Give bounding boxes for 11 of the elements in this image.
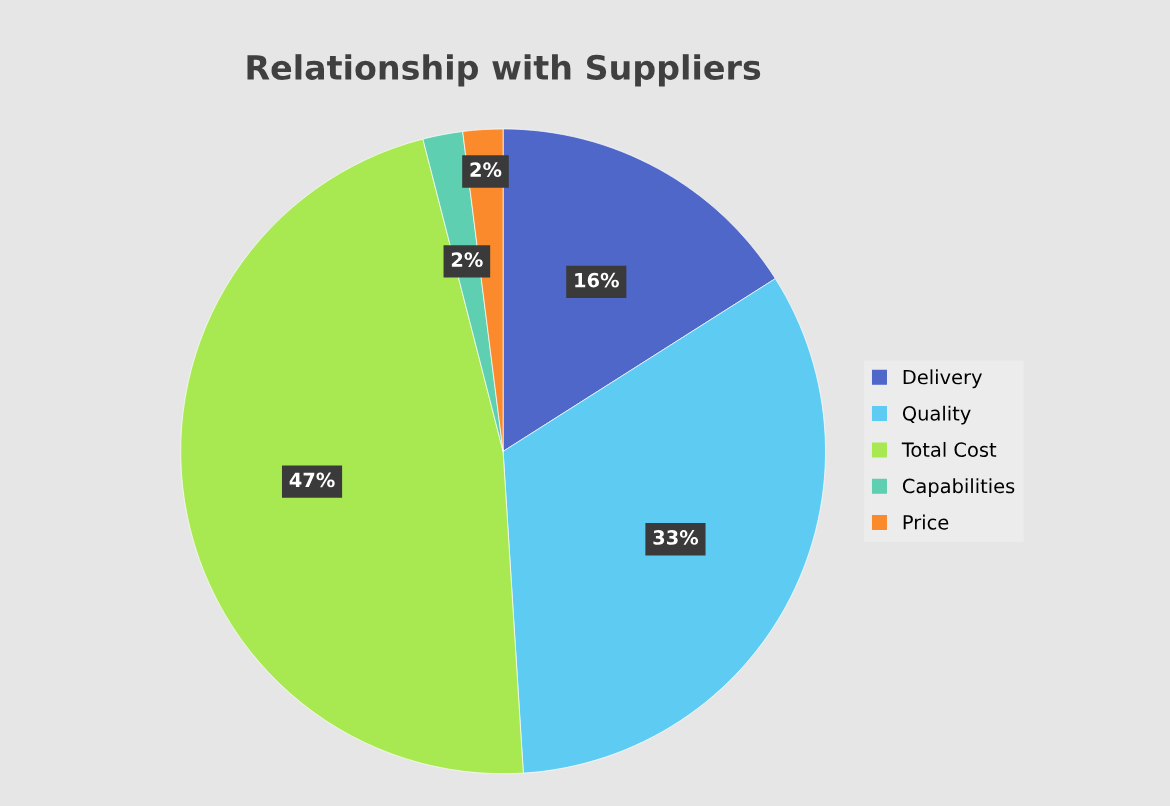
legend-label: Total Cost: [901, 441, 997, 457]
data-label: 2%: [470, 162, 502, 178]
legend-label: Capabilities: [902, 478, 1015, 498]
legend-label: Quality: [902, 405, 971, 425]
chart-title: Relationship with Suppliers: [247, 54, 761, 87]
data-label: 16%: [575, 272, 619, 288]
data-label: 2%: [451, 252, 483, 267]
legend-label: Delivery: [903, 369, 982, 389]
data-label: 33%: [653, 530, 699, 545]
data-label: 47%: [289, 472, 335, 488]
legend-label: Price: [903, 514, 949, 530]
